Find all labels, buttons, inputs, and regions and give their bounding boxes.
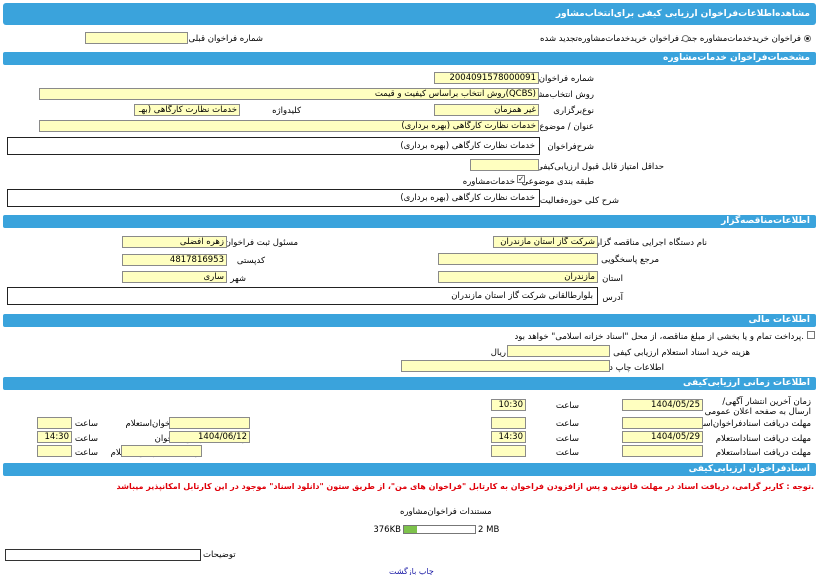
publish-date: 1404/05/25 bbox=[622, 399, 703, 411]
keyword-label: کلیدواژه bbox=[272, 106, 301, 116]
publish-time-label: ساعت bbox=[555, 401, 579, 411]
print-label: اطلاعات چاپ در روزنامه bbox=[575, 363, 664, 373]
page-title: مشاهده‌اطلاعات‌فراخوان ارزیابی کیفی برای… bbox=[555, 9, 810, 19]
treasury-text: پرداخت تمام و یا بخشی از مبلغ مناقصه، از… bbox=[514, 332, 804, 342]
publish-time: 10:30 bbox=[491, 399, 526, 411]
send-deadline-date: 1404/06/12 bbox=[169, 431, 250, 443]
section-timing-title: اطلاعات زمانی ارزیابی‌کیفی bbox=[682, 378, 810, 388]
section-tender-header: اطلاعات‌مناقصه‌گزار bbox=[3, 215, 816, 228]
method-label: روش انتخاب‌مشاور bbox=[526, 90, 594, 100]
inquiry-deadline-time-label: ساعت bbox=[555, 434, 579, 444]
inquiry-docs-date bbox=[622, 445, 703, 457]
doc-deadline-time bbox=[491, 417, 526, 429]
radio-renewed-label: فراخوان خریدخدمات‌مشاوره‌تجدید شده bbox=[540, 34, 679, 44]
inquiry-docs-time bbox=[491, 445, 526, 457]
postal-field: 4817816953 bbox=[122, 254, 227, 266]
radio-renewed[interactable] bbox=[682, 35, 689, 42]
inquiry-docs-label: مهلت دریافت اسناد‌استعلام bbox=[715, 448, 811, 458]
method-field: روش انتخاب براساس کیفیت و قیمت(QCBS) bbox=[39, 88, 539, 100]
description-label: شرح‌فراخوان bbox=[547, 142, 594, 152]
province-field: مازندران bbox=[438, 271, 598, 283]
category-value: خدمات‌مشاوره bbox=[462, 177, 515, 187]
activity-label: شرح کلی حوزه‌فعالیت bbox=[539, 196, 619, 206]
answer-deadline-time bbox=[37, 417, 72, 429]
inquiry-send-time-label: ساعت bbox=[74, 448, 98, 458]
province-label: استان bbox=[602, 274, 623, 284]
answer-deadline-time-label: ساعت bbox=[74, 419, 98, 429]
inquiry-docs-time-label: ساعت bbox=[555, 448, 579, 458]
org-label: نام دستگاه اجرایی مناقصه گزار bbox=[595, 238, 707, 248]
send-deadline-time-label: ساعت bbox=[74, 434, 98, 444]
docs-description-label: توضیحات bbox=[203, 550, 236, 560]
fee-label: هزینه خرید اسناد استعلام ارزیابی کیفی bbox=[613, 348, 750, 358]
number-label: شماره فراخوان bbox=[538, 74, 594, 84]
docs-size-total: 2 MB bbox=[478, 525, 500, 535]
section-docs-title: اسنادفراخوان ارزیابی‌کیفی bbox=[688, 464, 810, 474]
inquiry-deadline-label: مهلت دریافت اسناداستعلام bbox=[715, 434, 811, 444]
prev-number-field[interactable] bbox=[85, 32, 188, 44]
category-checkbox: ✓ bbox=[517, 175, 525, 183]
radio-new-label: فراخوان خریدخدمات‌مشاوره جدید bbox=[680, 34, 801, 44]
postal-label: کدپستی bbox=[236, 256, 265, 266]
doc-deadline-label: مهلت دریافت اسنادفراخوان‌استعلام bbox=[686, 419, 811, 429]
prev-number-label: شماره فراخوان قبلی bbox=[188, 34, 263, 44]
docs-size-used: 376KB bbox=[373, 525, 401, 535]
type-label: نوع‌برگزاری bbox=[553, 106, 594, 116]
keyword-field: خدمات نظارت کارگاهی (بهـ bbox=[134, 104, 240, 116]
docs-description-field[interactable] bbox=[5, 549, 201, 561]
inquiry-deadline-date: 1404/05/29 bbox=[622, 431, 703, 443]
docs-progress-fill bbox=[404, 526, 417, 533]
print-field bbox=[401, 360, 610, 372]
answer-deadline-date bbox=[169, 417, 250, 429]
inquiry-deadline-time: 14:30 bbox=[491, 431, 526, 443]
section-docs-header: اسنادفراخوان ارزیابی‌کیفی bbox=[3, 463, 816, 476]
doc-deadline-time-label: ساعت bbox=[555, 419, 579, 429]
send-deadline-time: 14:30 bbox=[37, 431, 72, 443]
page-title-bar: مشاهده‌اطلاعات‌فراخوان ارزیابی کیفی برای… bbox=[3, 3, 816, 25]
description-field: خدمات نظارت کارگاهی (بهره برداری) bbox=[7, 137, 540, 155]
subject-field: خدمات نظارت کارگاهی (بهره برداری) bbox=[39, 120, 539, 132]
ref-label: مرجع پاسخگویی bbox=[601, 255, 659, 265]
inquiry-send-time bbox=[37, 445, 72, 457]
min-score-field bbox=[470, 159, 539, 171]
section-finance-title: اطلاعات مالی bbox=[748, 315, 810, 325]
section-timing-header: اطلاعات زمانی ارزیابی‌کیفی bbox=[3, 377, 816, 390]
section-spec-title: مشخصات‌فراخوان خدمات‌مشاوره bbox=[663, 53, 810, 63]
fee-unit: ریال bbox=[490, 348, 506, 358]
docs-progress-bar bbox=[403, 525, 476, 534]
fee-field bbox=[507, 345, 610, 357]
docs-title: مستندات فراخوان‌مشاوره bbox=[400, 507, 492, 517]
doc-deadline-date bbox=[622, 417, 703, 429]
city-label: شهر bbox=[230, 274, 246, 284]
number-field: 2004091578000091 bbox=[434, 72, 539, 84]
radio-new[interactable] bbox=[804, 35, 811, 42]
publish-label: زمان آخرین انتشار آگهی/ارسال به صفحه اعل… bbox=[704, 397, 811, 417]
activity-field: خدمات نظارت کارگاهی (بهره برداری) bbox=[7, 189, 540, 207]
category-label: طبقه بندی موضوعی bbox=[521, 177, 594, 187]
org-select: شرکت گاز استان مازندران bbox=[493, 236, 598, 248]
min-score-label: حداقل امتیاز قابل قبول ارزیابی‌کیفی bbox=[536, 162, 664, 172]
docs-notice: توجه : کاربر گرامی، دریافت اسناد در مهلت… bbox=[116, 482, 814, 491]
registrar-field: زهره افضلی bbox=[122, 236, 227, 248]
ref-field bbox=[438, 253, 598, 265]
section-tender-title: اطلاعات‌مناقصه‌گزار bbox=[721, 216, 810, 226]
section-spec-header: مشخصات‌فراخوان خدمات‌مشاوره bbox=[3, 52, 816, 65]
print-back-link[interactable]: چاپ بازگشت bbox=[389, 567, 434, 575]
city-field: ساری bbox=[122, 271, 227, 283]
inquiry-send-date bbox=[121, 445, 202, 457]
treasury-checkbox bbox=[807, 331, 815, 339]
type-field: غیر همزمان bbox=[434, 104, 539, 116]
section-finance-header: اطلاعات مالی bbox=[3, 314, 816, 327]
address-field: بلوارطالقانی شرکت گاز استان مازندران bbox=[7, 287, 598, 305]
address-label: آدرس bbox=[602, 293, 623, 303]
subject-label: عنوان / موضوع‌فراخوان bbox=[510, 122, 594, 132]
registrar-label: مسئول ثبت فراخوان bbox=[224, 238, 298, 248]
